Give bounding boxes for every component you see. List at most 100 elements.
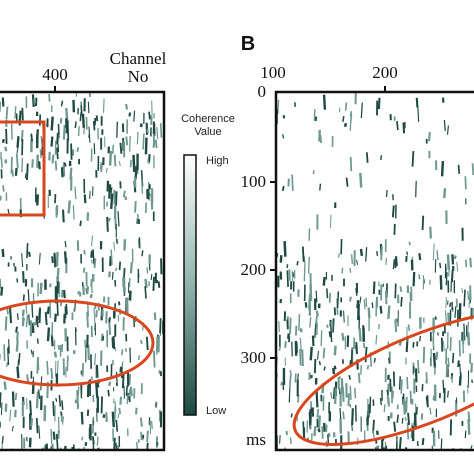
texture-streak <box>36 194 40 206</box>
texture-streak <box>50 428 53 445</box>
texture-streak <box>86 286 90 294</box>
texture-streak <box>341 267 344 274</box>
texture-streak <box>62 209 65 223</box>
texture-streak <box>3 381 7 390</box>
texture-streak <box>124 196 128 201</box>
texture-streak <box>84 339 87 351</box>
texture-streak <box>365 247 368 262</box>
texture-streak <box>354 387 357 399</box>
texture-streak <box>432 352 437 369</box>
texture-streak <box>446 125 450 135</box>
texture-streak <box>379 398 382 406</box>
texture-streak <box>21 157 24 173</box>
texture-streak <box>56 132 60 145</box>
texture-streak <box>445 364 449 378</box>
texture-streak <box>0 157 3 168</box>
texture-streak <box>396 437 399 442</box>
texture-streak <box>67 200 71 214</box>
texture-streak <box>90 278 93 287</box>
texture-streak <box>357 372 361 384</box>
texture-streak <box>407 412 411 425</box>
texture-streak <box>362 342 366 349</box>
texture-streak <box>383 404 386 413</box>
texture-streak <box>134 407 138 415</box>
texture-streak <box>415 97 419 108</box>
texture-streak <box>116 121 118 138</box>
texture-streak <box>18 352 21 365</box>
texture-streak <box>413 412 417 427</box>
texture-streak <box>411 151 415 167</box>
texture-streak <box>388 357 391 364</box>
texture-streak <box>5 106 9 120</box>
texture-streak <box>343 122 348 128</box>
texture-streak <box>457 164 461 174</box>
texture-streak <box>115 238 119 244</box>
texture-streak <box>50 136 54 147</box>
texture-streak <box>291 174 294 191</box>
texture-streak <box>453 255 457 260</box>
texture-streak <box>15 326 19 333</box>
texture-streak <box>107 217 111 222</box>
texture-streak <box>108 317 111 323</box>
texture-streak <box>46 120 49 127</box>
texture-streak <box>471 163 474 176</box>
texture-streak <box>58 133 61 139</box>
texture-streak <box>400 296 403 307</box>
texture-streak <box>376 445 380 450</box>
texture-streak <box>82 267 86 273</box>
texture-streak <box>439 262 442 269</box>
texture-streak <box>358 328 362 342</box>
texture-streak <box>50 367 54 379</box>
texture-streak <box>315 290 318 303</box>
texture-streak <box>105 412 108 423</box>
texture-streak <box>112 336 116 350</box>
texture-streak <box>317 415 321 431</box>
texture-streak <box>439 275 443 290</box>
texture-streak <box>380 155 383 161</box>
texture-streak <box>26 163 29 181</box>
texture-streak <box>63 162 67 167</box>
texture-streak <box>407 324 411 331</box>
texture-streak <box>46 360 49 375</box>
texture-streak <box>51 256 54 264</box>
texture-streak <box>15 340 19 352</box>
texture-streak <box>343 310 345 323</box>
texture-streak <box>280 381 284 386</box>
texture-streak <box>152 276 155 291</box>
texture-streak <box>452 307 454 313</box>
axis-title: Channel <box>110 49 167 68</box>
y-unit: ms <box>246 430 266 449</box>
texture-streak <box>309 317 312 328</box>
texture-streak <box>97 447 100 450</box>
texture-streak <box>382 283 385 288</box>
y-tick-label: 200 <box>241 260 267 279</box>
texture-streak <box>44 312 48 326</box>
texture-streak <box>30 133 34 142</box>
texture-streak <box>145 336 149 351</box>
texture-streak <box>457 360 460 368</box>
texture-streak <box>56 301 59 316</box>
texture-streak <box>452 352 455 364</box>
texture-streak <box>16 136 20 148</box>
texture-streak <box>75 327 77 332</box>
texture-streak <box>455 298 458 307</box>
texture-streak <box>1 249 5 258</box>
texture-streak <box>154 139 158 148</box>
texture-streak <box>337 253 340 258</box>
texture-streak <box>137 355 141 361</box>
texture-streak <box>419 335 422 342</box>
texture-streak <box>54 160 58 171</box>
texture-streak <box>440 160 445 177</box>
texture-streak <box>113 154 117 167</box>
texture-streak <box>322 94 327 110</box>
texture-streak <box>339 407 342 419</box>
texture-streak <box>141 178 144 194</box>
texture-streak <box>53 313 57 323</box>
texture-streak <box>79 220 82 227</box>
texture-streak <box>144 137 148 155</box>
texture-streak <box>36 338 39 344</box>
texture-streak <box>118 161 121 167</box>
axis-title: No <box>128 67 149 86</box>
texture-streak <box>152 350 156 368</box>
texture-streak <box>362 325 366 342</box>
